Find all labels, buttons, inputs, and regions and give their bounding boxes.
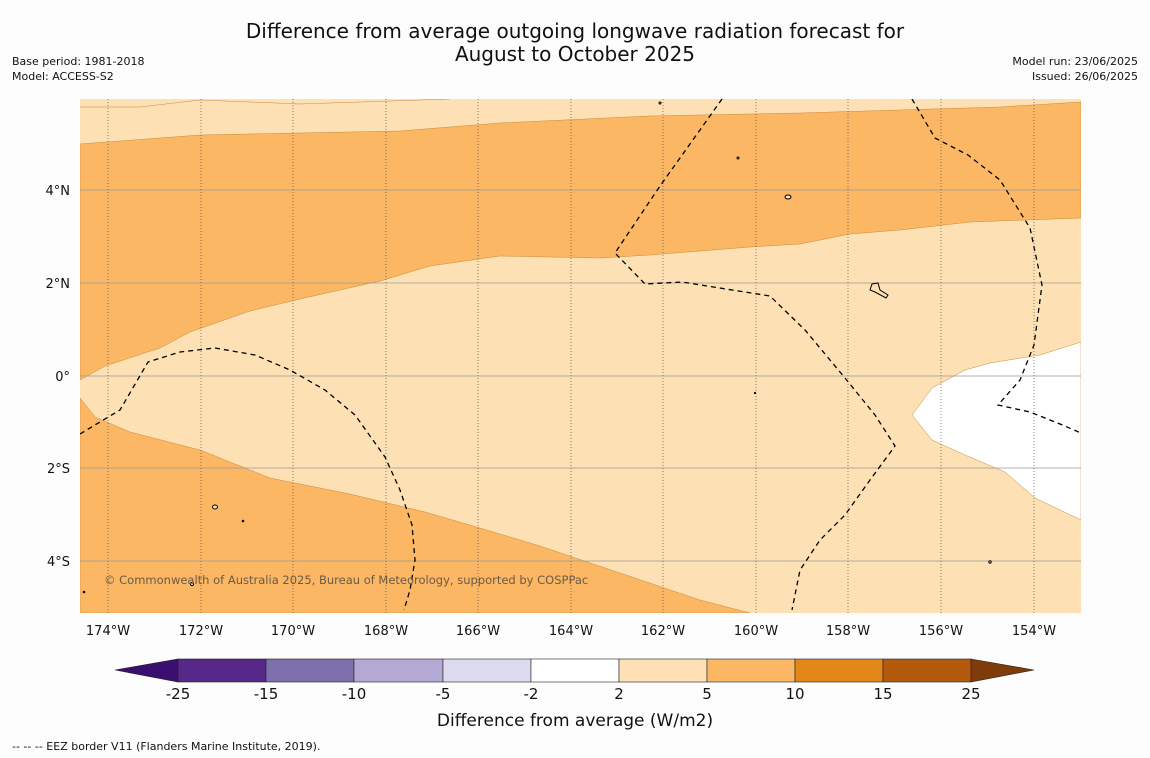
model-run-date: Model run: 23/06/2025 xyxy=(1012,55,1138,68)
model-name: Model: ACCESS-S2 xyxy=(12,70,114,83)
eez-border-western xyxy=(80,347,416,611)
colorbar-label: Difference from average (W/m2) xyxy=(437,711,713,731)
lon-label: 170°W xyxy=(271,624,315,639)
colorbar-swatch xyxy=(618,658,708,683)
base-period: Base period: 1981-2018 xyxy=(12,55,145,68)
colorbar-swatch xyxy=(177,658,267,683)
lon-label: 172°W xyxy=(179,624,223,639)
lon-label: 164°W xyxy=(549,624,593,639)
lon-label: 158°W xyxy=(826,624,870,639)
lon-label: 154°W xyxy=(1012,624,1056,639)
colorbar-swatch xyxy=(353,658,444,683)
lon-label: 168°W xyxy=(364,624,408,639)
colorbar-tick-label: 15 xyxy=(873,685,892,703)
island xyxy=(212,504,218,510)
lat-label: 0° xyxy=(55,370,70,385)
lat-label: 2°N xyxy=(46,277,71,292)
eez-border-kiribati-line-islands xyxy=(614,99,896,611)
colorbar-swatch-upper-extend xyxy=(970,658,1035,683)
island xyxy=(988,560,992,564)
island-kiritimati xyxy=(869,282,889,299)
anomaly-region-5-to-10-north xyxy=(80,101,1081,381)
copyright-notice: © Commonwealth of Australia 2025, Bureau… xyxy=(104,573,588,587)
lat-label: 2°S xyxy=(47,462,70,477)
meta-right: Model run: 23/06/2025 Issued: 26/06/2025 xyxy=(1012,54,1138,84)
colorbar-swatch xyxy=(794,658,884,683)
longitude-labels: 174°W 172°W 170°W 168°W 166°W 164°W 162°… xyxy=(86,624,1056,639)
colorbar-tick-label: -10 xyxy=(342,685,367,703)
eez-borders xyxy=(80,99,1081,611)
colorbar-tick-label: 5 xyxy=(702,685,712,703)
colorbar-swatch xyxy=(882,658,972,683)
lon-label: 156°W xyxy=(919,624,963,639)
colorbar-swatch xyxy=(265,658,355,683)
colorbar xyxy=(114,658,1035,683)
colorbar-tick-label: -5 xyxy=(436,685,451,703)
island xyxy=(241,519,245,523)
colorbar-tick-label: -15 xyxy=(254,685,279,703)
colorbar-tick-label: 2 xyxy=(614,685,624,703)
island xyxy=(658,101,662,105)
chart-title-line-1: Difference from average outgoing longwav… xyxy=(245,19,905,43)
lon-label: 174°W xyxy=(86,624,130,639)
island xyxy=(736,156,740,160)
lat-label: 4°S xyxy=(47,555,70,570)
lon-label: 160°W xyxy=(734,624,778,639)
colorbar-swatch xyxy=(530,658,620,683)
colorbar-tick-label: 25 xyxy=(961,685,980,703)
island xyxy=(784,194,792,200)
latitude-labels: 4°N 2°N 0° 2°S 4°S xyxy=(46,184,71,570)
colorbar-tick-label: -25 xyxy=(166,685,191,703)
chart-title-line-2: August to October 2025 xyxy=(454,42,696,66)
colorbar-swatch xyxy=(706,658,796,683)
lon-label: 166°W xyxy=(456,624,500,639)
colorbar-tick-label: 10 xyxy=(785,685,804,703)
eez-legend-footnote: -- -- -- EEZ border V11 (Flanders Marine… xyxy=(12,740,321,753)
eez-border-eastern xyxy=(911,99,1081,434)
anomaly-region-5-to-10-south xyxy=(80,397,751,613)
colorbar-swatch-lower-extend xyxy=(114,658,179,683)
map-panel: © Commonwealth of Australia 2025, Bureau… xyxy=(80,99,1081,613)
colorbar-ticks: -25 -15 -10 -5 -2 2 5 10 15 25 xyxy=(166,685,981,703)
anomaly-contour-top xyxy=(80,99,451,108)
meta-left: Base period: 1981-2018 Model: ACCESS-S2 xyxy=(12,54,144,84)
colorbar-tick-label: -2 xyxy=(524,685,539,703)
island xyxy=(82,590,86,594)
issued-date: Issued: 26/06/2025 xyxy=(1031,70,1138,83)
graticule xyxy=(80,99,1081,613)
island xyxy=(189,581,195,587)
colorbar-swatch xyxy=(442,658,532,683)
anomaly-region-near-average xyxy=(911,341,1081,521)
lat-label: 4°N xyxy=(46,184,71,199)
lon-label: 162°W xyxy=(641,624,685,639)
islands xyxy=(82,101,992,594)
island xyxy=(753,391,757,395)
